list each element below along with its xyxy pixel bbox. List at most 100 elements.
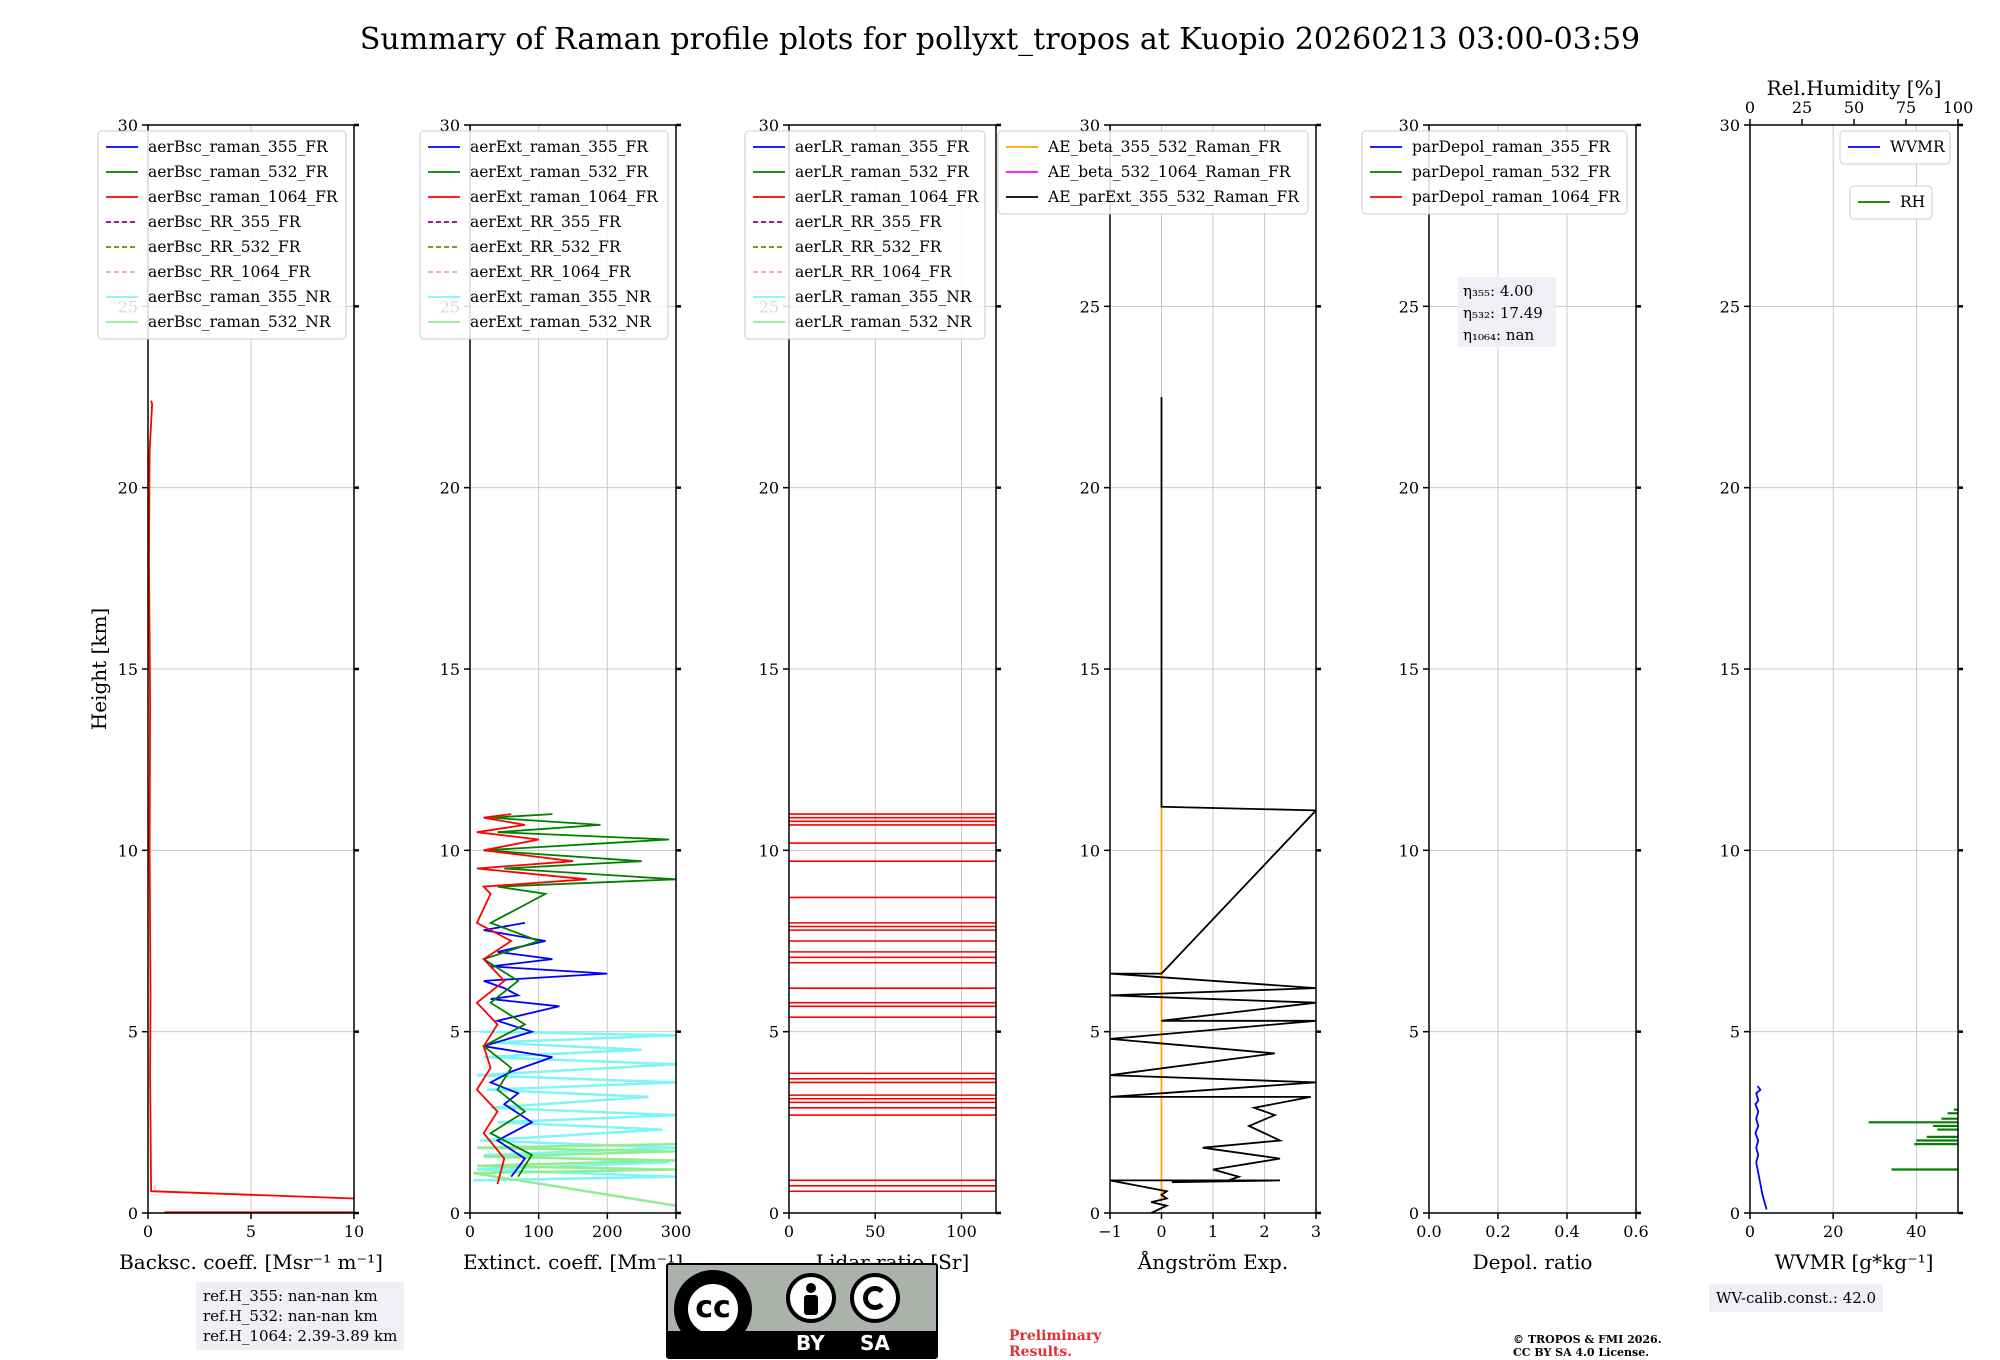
license-by: BY bbox=[796, 1331, 825, 1355]
eta-532: η₅₃₂: 17.49 bbox=[1463, 304, 1543, 322]
backscatter-legend-label: aerBsc_raman_355_FR bbox=[148, 138, 329, 156]
series-aerExt_raman_1064_FR bbox=[475, 813, 587, 1185]
wvmr-ytick-label: 20 bbox=[1720, 479, 1740, 498]
lidar_ratio-legend-label: aerLR_raman_532_FR bbox=[795, 163, 970, 181]
depol-legend bbox=[1361, 130, 1628, 215]
series-aerExt_raman_532_FR bbox=[481, 813, 676, 1178]
wvmr-xtick-label: 40 bbox=[1906, 1222, 1926, 1241]
eta-box bbox=[1458, 277, 1556, 347]
depol-ytick-label: 5 bbox=[1409, 1023, 1419, 1042]
angstrom-ytick-label: 30 bbox=[1080, 116, 1100, 135]
wvmr-plot-area bbox=[1754, 1085, 1958, 1210]
wvmr-legend-label: RH bbox=[1900, 193, 1925, 211]
depol-panel: 0 5 10 15 20 25 30 0.0 0.2 0.4 0.6 Depol. ratio parD… bbox=[1361, 116, 1649, 1274]
series-aerExt_raman_355_FR bbox=[483, 922, 608, 1178]
backscatter-ylabel: Height [km] bbox=[87, 608, 111, 730]
wvmr-xtick-label: 20 bbox=[1823, 1222, 1843, 1241]
angstrom-xtick-label: 1 bbox=[1208, 1222, 1218, 1241]
preliminary-note: Preliminary Results. bbox=[1009, 1328, 1101, 1360]
extinction-ytick-label: 0 bbox=[450, 1204, 460, 1223]
angstrom-xlabel: Ångström Exp. bbox=[1137, 1249, 1288, 1274]
lidar_ratio-legend-label: aerLR_raman_355_FR bbox=[795, 138, 970, 156]
backscatter-legend-label: aerBsc_RR_1064_FR bbox=[148, 263, 312, 281]
backscatter-ytick-label: 5 bbox=[128, 1023, 138, 1042]
wvmr-legend bbox=[1839, 130, 1951, 165]
angstrom-legend-label: AE_parExt_355_532_Raman_FR bbox=[1047, 188, 1300, 206]
wvmr-x2label: Rel.Humidity [%] bbox=[1767, 76, 1942, 100]
extinction-legend bbox=[419, 130, 669, 340]
backscatter-legend bbox=[97, 130, 347, 340]
extinction-xtick-label: 100 bbox=[523, 1222, 554, 1241]
extinction-xlabel: Extinct. coeff. [Mm⁻¹] bbox=[463, 1250, 683, 1274]
copyright-line2: CC BY SA 4.0 License. bbox=[1513, 1346, 1650, 1359]
depol-ytick-label: 15 bbox=[1399, 660, 1419, 679]
angstrom-legend bbox=[997, 130, 1309, 215]
extinction-legend-label: aerExt_raman_532_FR bbox=[470, 163, 649, 181]
depol-ytick-label: 30 bbox=[1399, 116, 1419, 135]
angstrom-legend-label: AE_beta_532_1064_Raman_FR bbox=[1047, 163, 1292, 181]
wvmr-legend-label: WVMR bbox=[1890, 138, 1946, 156]
extinction-plot-area bbox=[473, 813, 676, 1207]
extinction-ytick-label: 5 bbox=[450, 1023, 460, 1042]
wvmr-x2tick-label: 25 bbox=[1792, 98, 1812, 117]
depol-ytick-label: 25 bbox=[1399, 297, 1419, 316]
series-aerExt_raman_532_NR bbox=[473, 1142, 676, 1207]
depol-xtick-label: 0.2 bbox=[1485, 1222, 1510, 1241]
attribution-icon bbox=[786, 1273, 836, 1323]
wvmr-x2tick-label: 50 bbox=[1844, 98, 1864, 117]
angstrom-xtick-label: −1 bbox=[1098, 1222, 1122, 1241]
depol-ytick-label: 0 bbox=[1409, 1204, 1419, 1223]
extinction-ytick-label: 15 bbox=[440, 660, 460, 679]
wvmr-ytick-label: 5 bbox=[1730, 1023, 1740, 1042]
depol-xlabel: Depol. ratio bbox=[1473, 1250, 1593, 1274]
wvmr-ytick-label: 15 bbox=[1720, 660, 1740, 679]
extinction-legend-label: aerExt_RR_532_FR bbox=[470, 238, 622, 256]
copyright-note: © TROPOS & FMI 2026. CC BY SA 4.0 Licens… bbox=[1513, 1333, 1662, 1359]
wvmr-x2tick-label: 75 bbox=[1896, 98, 1916, 117]
backscatter-legend-label: aerBsc_raman_1064_FR bbox=[148, 188, 339, 206]
reference-height-box: ref.H_355: nan-nan km ref.H_532: nan-nan… bbox=[196, 1282, 405, 1350]
figure-title: Summary of Raman profile plots for polly… bbox=[359, 22, 1641, 57]
backscatter-ytick-label: 15 bbox=[118, 660, 138, 679]
lidar_ratio-xtick-label: 50 bbox=[865, 1222, 885, 1241]
wvmr-ytick-label: 25 bbox=[1720, 297, 1740, 316]
lidar_ratio-ytick-label: 10 bbox=[759, 841, 779, 860]
backscatter-ytick-label: 10 bbox=[118, 841, 138, 860]
lidar_ratio-ytick-label: 5 bbox=[769, 1023, 779, 1042]
lidar_ratio-xtick-label: 0 bbox=[784, 1222, 794, 1241]
depol-legend-label: parDepol_raman_1064_FR bbox=[1412, 188, 1621, 206]
lidar_ratio-ytick-label: 0 bbox=[769, 1204, 779, 1223]
eta-355: η₃₅₅: 4.00 bbox=[1463, 282, 1533, 300]
wvmr-xlabel: WVMR [g*kg⁻¹] bbox=[1775, 1250, 1934, 1274]
angstrom-ytick-label: 15 bbox=[1080, 660, 1100, 679]
depol-xtick-label: 0.0 bbox=[1416, 1222, 1441, 1241]
lidar_ratio-legend-label: aerLR_raman_532_NR bbox=[795, 313, 973, 331]
angstrom-xtick-label: 0 bbox=[1156, 1222, 1166, 1241]
angstrom-ytick-label: 0 bbox=[1090, 1204, 1100, 1223]
angstrom-xtick-label: 2 bbox=[1259, 1222, 1269, 1241]
lidar_ratio-legend-label: aerLR_RR_532_FR bbox=[795, 238, 943, 256]
extinction-legend-label: aerExt_RR_355_FR bbox=[470, 213, 622, 231]
angstrom-legend-label: AE_beta_355_532_Raman_FR bbox=[1047, 138, 1282, 156]
lidar_ratio-xtick-label: 100 bbox=[946, 1222, 977, 1241]
license-band: BY SA bbox=[668, 1331, 936, 1357]
backscatter-legend-label: aerBsc_raman_532_FR bbox=[148, 163, 329, 181]
backscatter-legend-label: aerBsc_RR_532_FR bbox=[148, 238, 302, 256]
angstrom-plot-area bbox=[1110, 397, 1316, 1213]
wvmr-ytick-label: 10 bbox=[1720, 841, 1740, 860]
depol-legend-label: parDepol_raman_532_FR bbox=[1412, 163, 1612, 181]
extinction-legend-label: aerExt_raman_1064_FR bbox=[470, 188, 659, 206]
lidar_ratio-ytick-label: 15 bbox=[759, 660, 779, 679]
extinction-xtick-label: 200 bbox=[592, 1222, 623, 1241]
lidar_ratio-ytick-label: 30 bbox=[759, 116, 779, 135]
backscatter-panel: 0510152025300510Backsc. coeff. [Msr⁻¹ m⁻… bbox=[87, 116, 383, 1274]
angstrom-xtick-label: 3 bbox=[1311, 1222, 1321, 1241]
depol-ytick-label: 20 bbox=[1399, 479, 1419, 498]
series-AE_parExt_355_532_Raman_FR bbox=[1110, 397, 1316, 1213]
wvmr-panel: 0 5 10 15 20 25 30 0 20 40 WVMR [g*kg⁻¹] 0 25 50 75 100… bbox=[1720, 76, 1974, 1274]
backscatter-xtick-label: 10 bbox=[344, 1222, 364, 1241]
cc-logo-text: cc bbox=[685, 1281, 741, 1337]
backscatter-legend-label: aerBsc_RR_355_FR bbox=[148, 213, 302, 231]
series-aerBsc_raman_1064_FR bbox=[148, 400, 354, 1200]
